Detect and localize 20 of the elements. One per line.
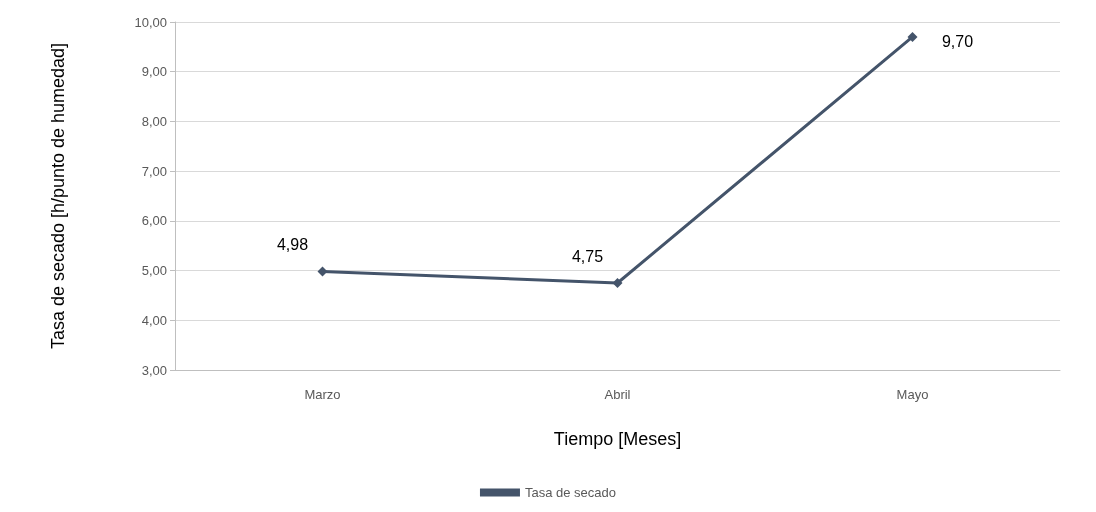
point [612,278,623,288]
data-label: 9,70 [941,33,974,51]
x-tick-label: Mayo [896,387,929,402]
data-label: 4,75 [571,247,604,265]
y-tick-label: 8,00 [141,113,167,129]
data-label: 4,98 [276,236,309,254]
y-tick-label: 4,00 [141,312,167,328]
y-tick-label: 10,00 [134,14,167,30]
x-tick-label: Abril [604,387,631,402]
y-tick-label: 6,00 [141,213,167,229]
y-tick-label: 7,00 [141,163,167,179]
x-axis-title: Tiempo [Meses] [553,429,682,449]
y-tick-label: 3,00 [141,362,167,378]
y-tick-label: 5,00 [141,263,167,279]
y-tick-label: 9,00 [141,64,167,80]
point [907,31,918,42]
point [317,266,328,277]
x-tick-label: Marzo [304,387,341,402]
y-axis-title: Tasa de secado [h/punto de humedad] [48,42,68,350]
legend-label: Tasa de secado [524,485,617,500]
